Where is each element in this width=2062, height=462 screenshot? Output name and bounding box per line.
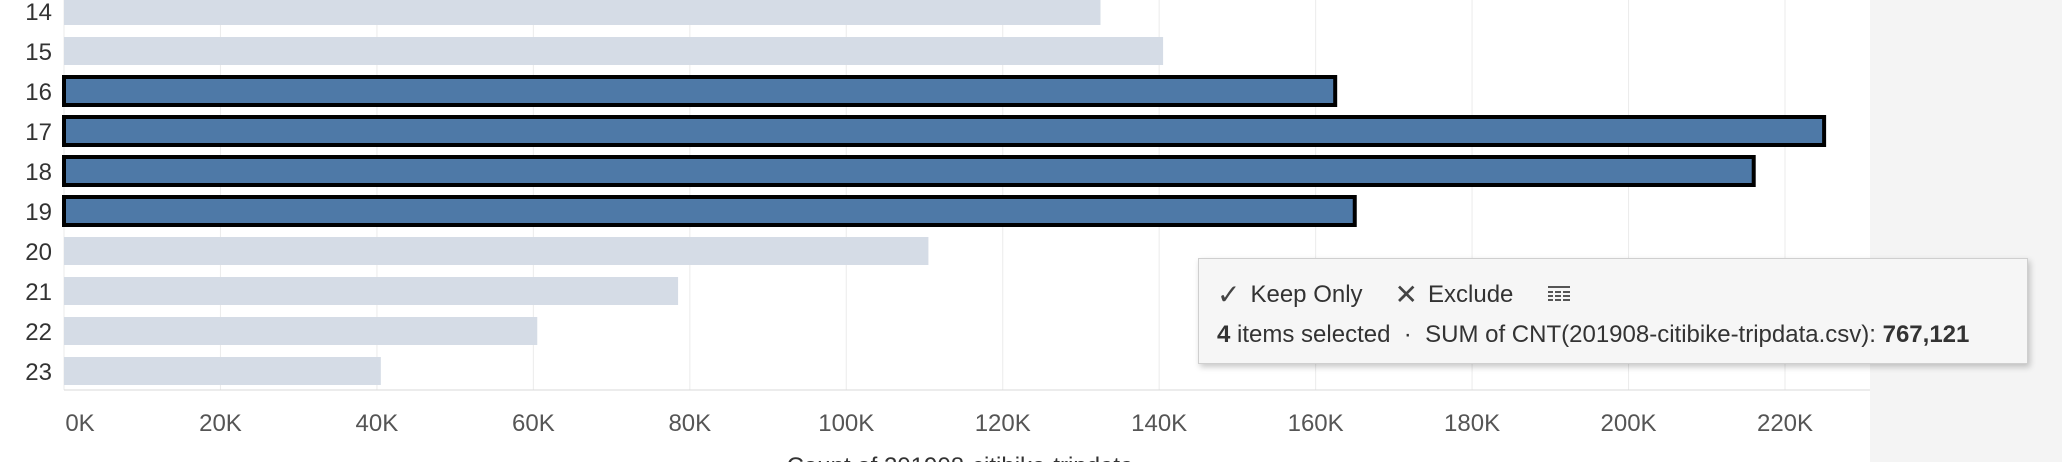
exclude-button[interactable]: ✕ Exclude	[1395, 281, 1514, 309]
keep-only-label: Keep Only	[1250, 281, 1363, 308]
tooltip-actions: ✓ Keep Only ✕ Exclude	[1217, 275, 1603, 315]
x-tick-label: 160K	[1288, 410, 1344, 437]
summary-separator: ·	[1403, 321, 1412, 348]
y-tick-label: 16	[25, 79, 52, 106]
view-data-icon	[1548, 286, 1571, 301]
x-tick-label: 80K	[668, 410, 711, 437]
y-tick-label: 15	[25, 39, 52, 66]
x-tick-label: 0K	[65, 410, 94, 437]
bar-20[interactable]	[64, 237, 929, 265]
bar-18[interactable]	[62, 155, 1756, 187]
y-tick-label: 17	[25, 119, 52, 146]
bar-23[interactable]	[64, 357, 381, 385]
bar-16[interactable]	[62, 75, 1338, 107]
y-tick-label: 20	[25, 239, 52, 266]
bar-21[interactable]	[64, 277, 679, 305]
y-tick-label: 23	[25, 359, 52, 386]
bar-14[interactable]	[64, 0, 1101, 25]
view-data-button[interactable]	[1545, 285, 1571, 305]
x-icon: ✕	[1394, 279, 1419, 310]
y-tick-label: 19	[25, 199, 52, 226]
bar-15[interactable]	[64, 37, 1164, 65]
y-tick-label: 14	[25, 0, 52, 26]
x-tick-label: 100K	[818, 410, 874, 437]
y-tick-label: 18	[25, 159, 52, 186]
x-tick-label: 200K	[1601, 410, 1657, 437]
bar-19[interactable]	[62, 195, 1357, 227]
check-icon: ✓	[1217, 279, 1241, 310]
keep-only-button[interactable]: ✓ Keep Only	[1217, 281, 1363, 309]
measure-value: 767,121	[1882, 321, 1970, 348]
x-tick-label: 40K	[356, 410, 399, 437]
selection-tooltip: ✓ Keep Only ✕ Exclude 4 items selected ·…	[1198, 258, 2028, 364]
bar-17[interactable]	[62, 115, 1827, 147]
exclude-label: Exclude	[1428, 281, 1514, 308]
x-tick-label: 120K	[975, 410, 1031, 437]
selection-summary: 4 items selected · SUM of CNT(201908-cit…	[1217, 321, 1969, 349]
y-tick-label: 22	[25, 319, 52, 346]
x-tick-label: 180K	[1444, 410, 1500, 437]
selected-count: 4	[1217, 321, 1231, 348]
x-tick-label: 140K	[1131, 410, 1187, 437]
x-tick-label: 20K	[199, 410, 242, 437]
y-tick-label: 21	[25, 279, 52, 306]
selected-text: items selected	[1237, 321, 1391, 348]
x-tick-label: 220K	[1757, 410, 1813, 437]
x-tick-label: 60K	[512, 410, 555, 437]
measure-label: SUM of CNT(201908-citibike-tripdata.csv)…	[1425, 321, 1876, 348]
bar-22[interactable]	[64, 317, 538, 345]
right-side-panel	[1870, 0, 2062, 462]
x-axis-title: Count of 201908-citibike-tripdata	[787, 453, 1135, 462]
